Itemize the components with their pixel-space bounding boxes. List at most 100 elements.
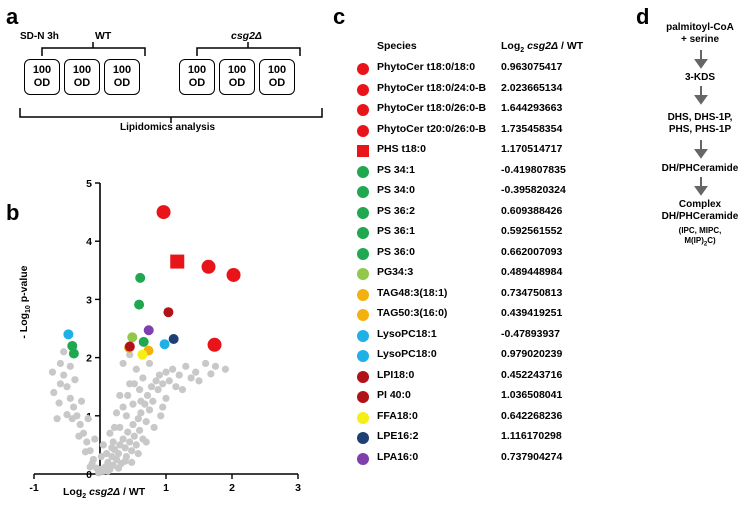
data-point-background: [70, 403, 78, 411]
data-point-background: [126, 351, 134, 359]
data-point-background: [56, 359, 64, 368]
complex-examples: (IPC, MIPC, M(IP)2C): [678, 226, 722, 248]
data-point-background: [175, 371, 183, 379]
fold-change-value: 0.452243716: [501, 368, 563, 381]
fold-change-value: 1.735458354: [501, 122, 563, 135]
data-point-highlight: [138, 336, 149, 347]
fold-change-value: 0.737904274: [501, 450, 563, 463]
panel-label-a: a: [6, 4, 19, 29]
panel-c-table: Species Log2 csg2Δ / WT PhytoCer t18:0/1…: [357, 40, 667, 490]
legend-marker: [357, 288, 369, 301]
data-point-background: [122, 412, 130, 420]
data-point-background: [112, 409, 121, 417]
fold-change-value: 1.116170298: [501, 430, 562, 442]
species-row: PS 34:1 -0.419807835: [357, 163, 657, 183]
fold-change-value: 1.036508041: [501, 389, 563, 401]
species-name: PS 34:0: [377, 184, 415, 196]
data-point-highlight: [159, 339, 170, 350]
data-point-background: [162, 368, 170, 376]
sample-box: 100 OD: [104, 59, 140, 95]
legend-marker: [357, 247, 369, 260]
species-name: PhytoCer t18:0/18:0: [377, 61, 476, 73]
species-row: PS 36:0 0.662007093: [357, 245, 657, 265]
data-point-background: [116, 423, 124, 432]
data-point-background: [162, 394, 170, 402]
data-point-background: [50, 388, 58, 397]
legend-marker: [357, 309, 369, 321]
species-name: LPI18:0: [377, 368, 415, 381]
data-point-highlight: [143, 325, 154, 336]
species-row: PS 34:0 -0.395820324: [357, 183, 657, 203]
fold-change-value: 0.439419251: [501, 307, 563, 319]
y-tick-label: 2: [86, 353, 92, 365]
sample-box: 100 OD: [259, 59, 295, 95]
data-point-background: [172, 383, 180, 391]
species-name: LysoPC18:0: [377, 348, 437, 360]
data-point-highlight: [135, 272, 146, 283]
data-point-background: [116, 441, 124, 449]
data-point-background: [103, 450, 111, 458]
y-axis-label: - Log10 p-value: [17, 265, 33, 339]
data-point-background: [137, 409, 145, 417]
data-point-background: [91, 435, 99, 443]
species-name: LPE16:2: [377, 430, 419, 442]
y-tick-label: 4: [86, 236, 92, 248]
species-name: LPA16:0: [377, 450, 419, 463]
sample-box: 100 OD: [64, 59, 100, 95]
data-point-background: [132, 365, 140, 373]
panel-b-volcano: -1123012345 Log2 csg2Δ / WT - Log10 p-va…: [0, 175, 330, 503]
data-point-background: [86, 463, 94, 471]
pathway-step-ceramide: DH/PHCeramide: [661, 163, 739, 174]
species-row: PG34:3 0.489448984: [357, 265, 657, 285]
data-point-background: [124, 428, 132, 436]
data-point-background: [119, 403, 127, 411]
volcano-plot: -1123012345: [29, 178, 301, 494]
panel-label-d: d: [636, 4, 650, 29]
data-point-background: [124, 391, 132, 400]
data-point-background: [84, 415, 92, 423]
pathway-step-3kds: 3-KDS: [684, 72, 715, 83]
data-point-background: [155, 371, 163, 379]
data-point-background: [119, 359, 127, 368]
y-tick-label: 0: [86, 469, 92, 481]
legend-marker: [357, 165, 369, 178]
data-point-background: [121, 457, 129, 465]
fold-change-value: 0.979020239: [501, 348, 563, 360]
species-name: FFA18:0: [377, 409, 418, 422]
legend-marker: [357, 391, 369, 403]
x-axis-label: Log2 csg2Δ / WT: [63, 486, 146, 501]
data-point-highlight: [134, 299, 145, 310]
x-tick-label: 3: [295, 482, 301, 494]
data-point-background: [211, 362, 220, 370]
species-row: FFA18:0 0.642268236: [357, 409, 657, 429]
data-point-background: [66, 394, 74, 402]
data-point-background: [147, 383, 156, 391]
species-row: LPI18:0 0.452243716: [357, 368, 657, 388]
data-point-background: [60, 371, 68, 379]
sample-box: 100 OD: [179, 59, 215, 95]
legend-marker: [357, 227, 369, 239]
sample-box: 100 OD: [24, 59, 60, 95]
fold-change-value: 1.170514717: [501, 143, 563, 155]
species-row: LysoPC18:1 -0.47893937: [357, 327, 657, 347]
data-point-background: [128, 447, 136, 455]
pathway-step-complex: Complex DH/PHCeramide: [661, 199, 739, 222]
data-point-background: [136, 386, 144, 394]
y-tick-label: 3: [86, 294, 92, 306]
fold-change-value: 1.644293663: [501, 102, 563, 114]
species-row: LPA16:0 0.737904274: [357, 450, 657, 470]
data-point-highlight: [156, 205, 171, 220]
species-name: LysoPC18:1: [377, 327, 437, 340]
legend-marker: [357, 104, 369, 116]
data-point-background: [114, 450, 123, 458]
data-point-background: [106, 429, 114, 437]
data-point-background: [202, 359, 210, 368]
data-point-background: [63, 411, 71, 419]
data-point-background: [137, 397, 145, 405]
lipidomics-label: Lipidomics analysis: [120, 122, 216, 133]
pathway-step-lcb: DHS, DHS-1P, PHS, PHS-1P: [667, 112, 733, 135]
species-row: PI 40:0 1.036508041: [357, 388, 657, 408]
species-name: PI 40:0: [377, 389, 411, 401]
fold-change-value: 0.489448984: [501, 266, 563, 278]
fold-change-value: -0.47893937: [501, 327, 560, 340]
